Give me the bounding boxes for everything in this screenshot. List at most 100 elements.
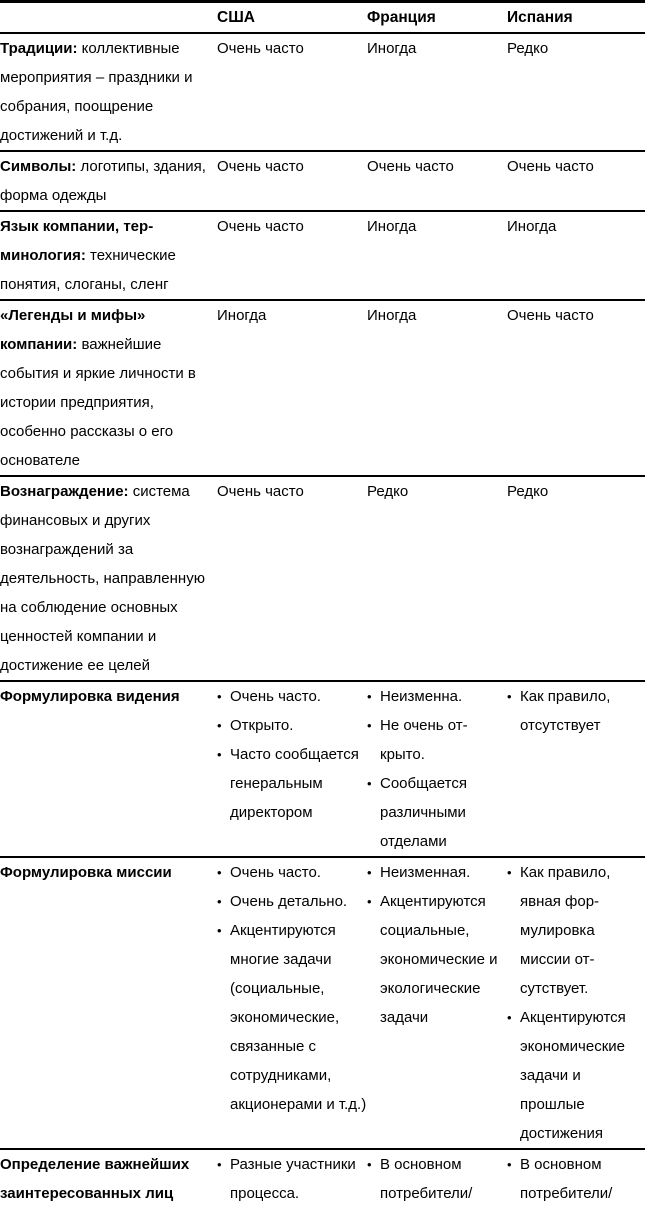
france-cell: Неизменная.Акцентируют­ся социаль­ные, э…	[367, 857, 507, 1150]
dimension-label: Определение важней­ших заинтересован­ных…	[0, 1156, 190, 1202]
table-row: Символы: логотипы, здания, форма одежды О…	[0, 151, 645, 212]
dimension-cell: Определение важней­ших заинтересован­ных…	[0, 1149, 217, 1213]
column-header-france: Франция	[367, 0, 507, 34]
spain-cell: Очень часто	[507, 151, 645, 212]
value-text: Очень часто	[367, 158, 454, 175]
dimension-description: коллектив­ные мероприятия – праздники и …	[0, 40, 193, 144]
bullet-item: Сообщается различными отделами	[367, 769, 507, 856]
dimension-description: технические понятия, слоганы, сленг	[0, 247, 176, 293]
table-row: «Легенды и мифы» компании: важнейшие соб…	[0, 300, 645, 477]
value-text: Редко	[367, 483, 409, 500]
value-text: Очень часто	[507, 307, 594, 324]
usa-cell: Очень часто	[217, 33, 367, 152]
dimension-label: Формулировка видения	[0, 688, 180, 705]
table-row: Язык компании, тер­минология: технически…	[0, 211, 645, 301]
france-cell: Очень часто	[367, 151, 507, 212]
dimension-label: Символы:	[0, 158, 77, 175]
table-row: Формулировка видения Очень часто.Открыто.…	[0, 681, 645, 858]
value-text: Очень часто	[217, 218, 304, 235]
spain-cell: Редко	[507, 33, 645, 152]
dimension-label: «Легенды и мифы» компании:	[0, 307, 146, 353]
france-cell: Иногда	[367, 33, 507, 152]
dimension-cell: Язык компании, тер­минология: технически…	[0, 211, 217, 301]
bullet-item: Очень деталь­но.	[217, 887, 367, 916]
usa-cell: Очень часто.Открыто.Часто сообща­ется ге…	[217, 681, 367, 858]
dimension-cell: Вознаграждение: сис­тема финансовых и др…	[0, 476, 217, 682]
value-text: Очень часто	[507, 158, 594, 175]
dimension-cell: Формулировка миссии	[0, 857, 217, 1150]
bullet-list: Неизменная.Акцентируют­ся социаль­ные, э…	[367, 858, 507, 1032]
dimension-cell: Традиции: коллектив­ные мероприятия – пр…	[0, 33, 217, 152]
table-header: США Франция Испания	[0, 0, 645, 34]
usa-cell: Разные участ­ники процесса.Часто	[217, 1149, 367, 1213]
dimension-cell: «Легенды и мифы» компании: важнейшие соб…	[0, 300, 217, 477]
value-text: Иногда	[217, 307, 267, 324]
france-cell: Иногда	[367, 300, 507, 477]
spain-cell: Как правило, явная фор­мулировка миссии …	[507, 857, 645, 1150]
dimension-label: Вознаграждение:	[0, 483, 129, 500]
column-header-spain: Испания	[507, 0, 645, 34]
bullet-item: Акцентиру­ются эко­номические задачи и п…	[507, 1003, 645, 1148]
dimension-label: Формулировка миссии	[0, 864, 172, 881]
dimension-description: сис­тема финансовых и дру­гих вознагражд…	[0, 483, 205, 674]
spain-cell: В основном потребите­ли/клиенты	[507, 1149, 645, 1213]
dimension-cell: Символы: логотипы, здания, форма одежды	[0, 151, 217, 212]
bullet-item: Акцентируют­ся социаль­ные, эконо­мическ…	[367, 887, 507, 1032]
bullet-item: Как правило, отсутствует	[507, 682, 645, 740]
bullet-item: Неизменная.	[367, 858, 507, 887]
table-row: Определение важней­ших заинтересован­ных…	[0, 1149, 645, 1213]
table-row: Вознаграждение: сис­тема финансовых и др…	[0, 476, 645, 682]
bullet-item: В основном потребите­ли/клиенты	[507, 1150, 645, 1213]
bullet-item: Акцентируются многие задачи (социальные,…	[217, 916, 367, 1119]
bullet-list: Неизменна.Не очень от­крыто.Сообщается р…	[367, 682, 507, 856]
bullet-list: Разные участ­ники процесса.Часто	[217, 1150, 367, 1213]
bullet-item: Очень часто.	[217, 682, 367, 711]
value-text: Иногда	[367, 218, 417, 235]
value-text: Иногда	[367, 307, 417, 324]
usa-cell: Очень часто	[217, 151, 367, 212]
bullet-item: Часто сообща­ется генераль­ным директо­р…	[217, 740, 367, 827]
bullet-list: Очень часто.Открыто.Часто сообща­ется ге…	[217, 682, 367, 827]
column-header-dimension	[0, 0, 217, 34]
spain-cell: Очень часто	[507, 300, 645, 477]
value-text: Очень часто	[217, 483, 304, 500]
bullet-item: Очень часто.	[217, 858, 367, 887]
bullet-item: Открыто.	[217, 711, 367, 740]
value-text: Иногда	[367, 40, 417, 57]
france-cell: Редко	[367, 476, 507, 682]
bullet-list: В основном потребите­ли/клиенты	[507, 1150, 645, 1213]
value-text: Очень часто	[217, 40, 304, 57]
usa-cell: Очень часто	[217, 211, 367, 301]
usa-cell: Иногда	[217, 300, 367, 477]
value-text: Редко	[507, 483, 549, 500]
dimension-label: Язык компании, тер­минология:	[0, 218, 154, 264]
bullet-item: Не очень от­крыто.	[367, 711, 507, 769]
value-text: Иногда	[507, 218, 557, 235]
value-text: Редко	[507, 40, 549, 57]
bullet-list: Очень часто.Очень деталь­но.Акцентируютс…	[217, 858, 367, 1119]
bullet-item: В основном потребители/ клиенты	[367, 1150, 507, 1213]
dimension-cell: Формулировка видения	[0, 681, 217, 858]
spain-cell: Как правило, отсутствует	[507, 681, 645, 858]
dimension-label: Традиции:	[0, 40, 78, 57]
column-header-usa: США	[217, 0, 367, 34]
bullet-item: Неизменна.	[367, 682, 507, 711]
dimension-description: важнейшие события и яркие лич­ности в ис…	[0, 336, 196, 469]
france-cell: Неизменна.Не очень от­крыто.Сообщается р…	[367, 681, 507, 858]
usa-cell: Очень часто	[217, 476, 367, 682]
spain-cell: Редко	[507, 476, 645, 682]
table-header-row: США Франция Испания	[0, 0, 645, 34]
france-cell: Иногда	[367, 211, 507, 301]
value-text: Очень часто	[217, 158, 304, 175]
table-body: Традиции: коллектив­ные мероприятия – пр…	[0, 33, 645, 1213]
dimension-description: логотипы, здания, форма одежды	[0, 158, 206, 204]
spain-cell: Иногда	[507, 211, 645, 301]
bullet-list: В основном потребители/ клиенты	[367, 1150, 507, 1213]
france-cell: В основном потребители/ клиенты	[367, 1149, 507, 1213]
bullet-list: Как правило, явная фор­мулировка миссии …	[507, 858, 645, 1148]
bullet-item: Как правило, явная фор­мулировка миссии …	[507, 858, 645, 1003]
bullet-item: Разные участ­ники процесса.	[217, 1150, 367, 1208]
table-row: Формулировка миссии Очень часто.Очень дет…	[0, 857, 645, 1150]
